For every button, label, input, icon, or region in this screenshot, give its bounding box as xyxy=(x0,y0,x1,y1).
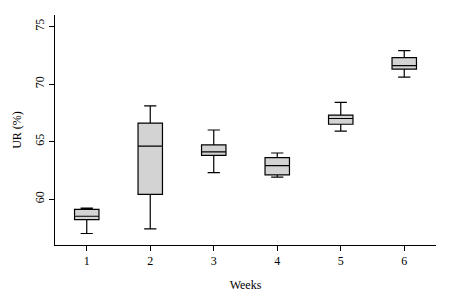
svg-text:5: 5 xyxy=(338,254,344,268)
svg-text:60: 60 xyxy=(33,191,47,203)
svg-text:2: 2 xyxy=(147,254,153,268)
svg-text:UR (%): UR (%) xyxy=(10,111,24,149)
svg-text:75: 75 xyxy=(33,19,47,31)
svg-text:4: 4 xyxy=(274,254,280,268)
svg-text:1: 1 xyxy=(84,254,90,268)
svg-text:Weeks: Weeks xyxy=(230,278,262,292)
svg-text:65: 65 xyxy=(33,134,47,146)
svg-text:70: 70 xyxy=(33,76,47,88)
svg-text:6: 6 xyxy=(401,254,407,268)
svg-text:3: 3 xyxy=(211,254,217,268)
